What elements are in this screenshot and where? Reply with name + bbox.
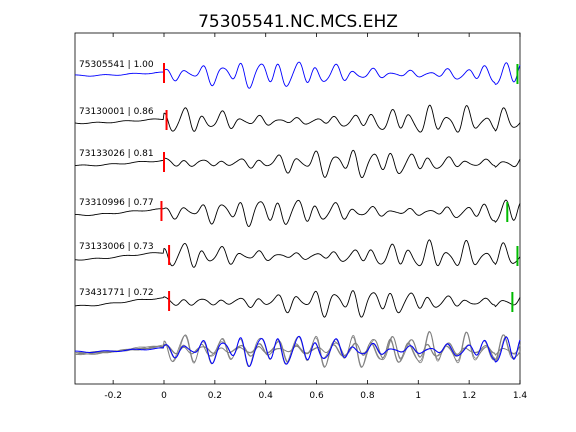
- x-tick-label-4: 0.6: [309, 391, 324, 401]
- x-tick-label-2: 0.2: [208, 391, 222, 401]
- x-tick-label-5: 0.8: [360, 391, 375, 401]
- stack-reference-trace: [74, 335, 521, 368]
- trace-1: [74, 61, 521, 89]
- x-tick-label-1: 0: [161, 391, 167, 401]
- x-tick-label-3: 0.4: [259, 391, 274, 401]
- trace-label-6: 73431771 | 0.72: [79, 288, 154, 298]
- trace-group: [74, 61, 521, 368]
- pick-group: [160, 63, 519, 312]
- trace-2: [74, 104, 521, 133]
- trace-label-4: 73310996 | 0.77: [79, 198, 154, 208]
- trace-line-4: [74, 199, 521, 228]
- trace-label-1: 75305541 | 1.00: [79, 60, 154, 70]
- trace-label-5: 73133006 | 0.73: [79, 242, 154, 252]
- x-axis: -0.2 0 0.2 0.4 0.6 0.8 1 1.2 1.4: [104, 33, 527, 401]
- chart-title: 75305541.NC.MCS.EHZ: [198, 12, 398, 32]
- trace-line-1: [74, 61, 521, 89]
- trace-label-3: 73133026 | 0.81: [79, 149, 154, 159]
- trace-line-2: [74, 104, 521, 133]
- trace-label-2: 73130001 | 0.86: [79, 107, 154, 117]
- stack-trace-3: [74, 334, 521, 368]
- trace-line-3: [74, 149, 521, 179]
- trace-4: [74, 199, 521, 228]
- stack-trace-5: [74, 330, 521, 364]
- trace-line-5: [74, 239, 521, 268]
- x-tick-label-6: 1: [415, 391, 421, 401]
- trace-5: [74, 239, 521, 268]
- stack-overlay: [74, 330, 521, 368]
- trace-6: [74, 290, 521, 318]
- trace-3: [74, 149, 521, 179]
- x-tick-label-0: -0.2: [104, 391, 122, 401]
- x-tick-label-8: 1.4: [513, 391, 528, 401]
- x-tick-label-7: 1.2: [462, 391, 476, 401]
- trace-label-group: 75305541 | 1.00 73130001 | 0.86 73133026 |…: [79, 60, 154, 298]
- plot-frame: [74, 32, 521, 385]
- trace-line-6: [74, 290, 521, 318]
